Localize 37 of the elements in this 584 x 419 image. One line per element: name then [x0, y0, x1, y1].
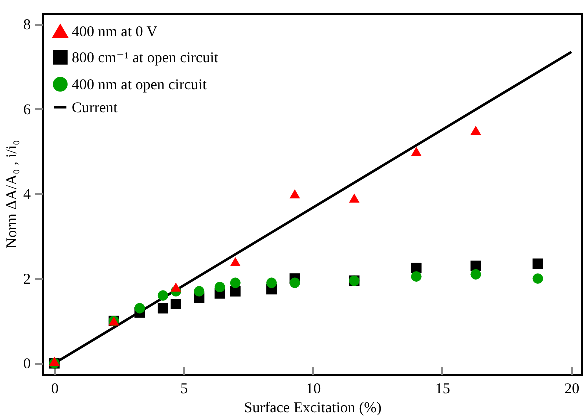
y-tick-label: 2 [24, 272, 31, 288]
y-tick-label: 6 [24, 102, 32, 118]
x-tick-label: 15 [435, 382, 450, 398]
point [158, 303, 168, 314]
legend-label: 400 nm at 0 V [72, 24, 158, 40]
point [170, 298, 182, 310]
x-tick-label: 20 [564, 382, 580, 398]
x-axis-title: Surface Excitation (%) [244, 400, 382, 416]
point [290, 278, 300, 288]
point [290, 190, 300, 199]
x-tick-label: 10 [306, 382, 322, 398]
point [230, 286, 241, 297]
point [49, 356, 60, 366]
point [470, 126, 482, 136]
y-tick-label: 8 [24, 18, 31, 34]
point [158, 290, 168, 301]
legend-label: Current [72, 100, 119, 116]
y-axis-title: Norm ΔA/A₀ , i/i₀ [4, 140, 20, 249]
point [230, 278, 241, 288]
point [230, 257, 241, 266]
legend-label: 400 nm at open circuit [72, 78, 208, 94]
point [266, 278, 278, 288]
y-tick-label: 0 [24, 356, 31, 373]
point [411, 271, 422, 282]
point [214, 282, 226, 293]
point [170, 282, 182, 292]
point [532, 258, 544, 270]
point [349, 194, 360, 203]
point [134, 303, 146, 314]
legend-label: 800 cm⁻¹ at open circuit [72, 50, 220, 66]
point [411, 147, 422, 156]
x-tick-label: 5 [180, 382, 188, 398]
point [470, 269, 482, 280]
y-tick-label: 4 [24, 187, 32, 204]
point [194, 286, 205, 297]
point [532, 274, 544, 284]
x-tick-label: 0 [51, 382, 59, 398]
